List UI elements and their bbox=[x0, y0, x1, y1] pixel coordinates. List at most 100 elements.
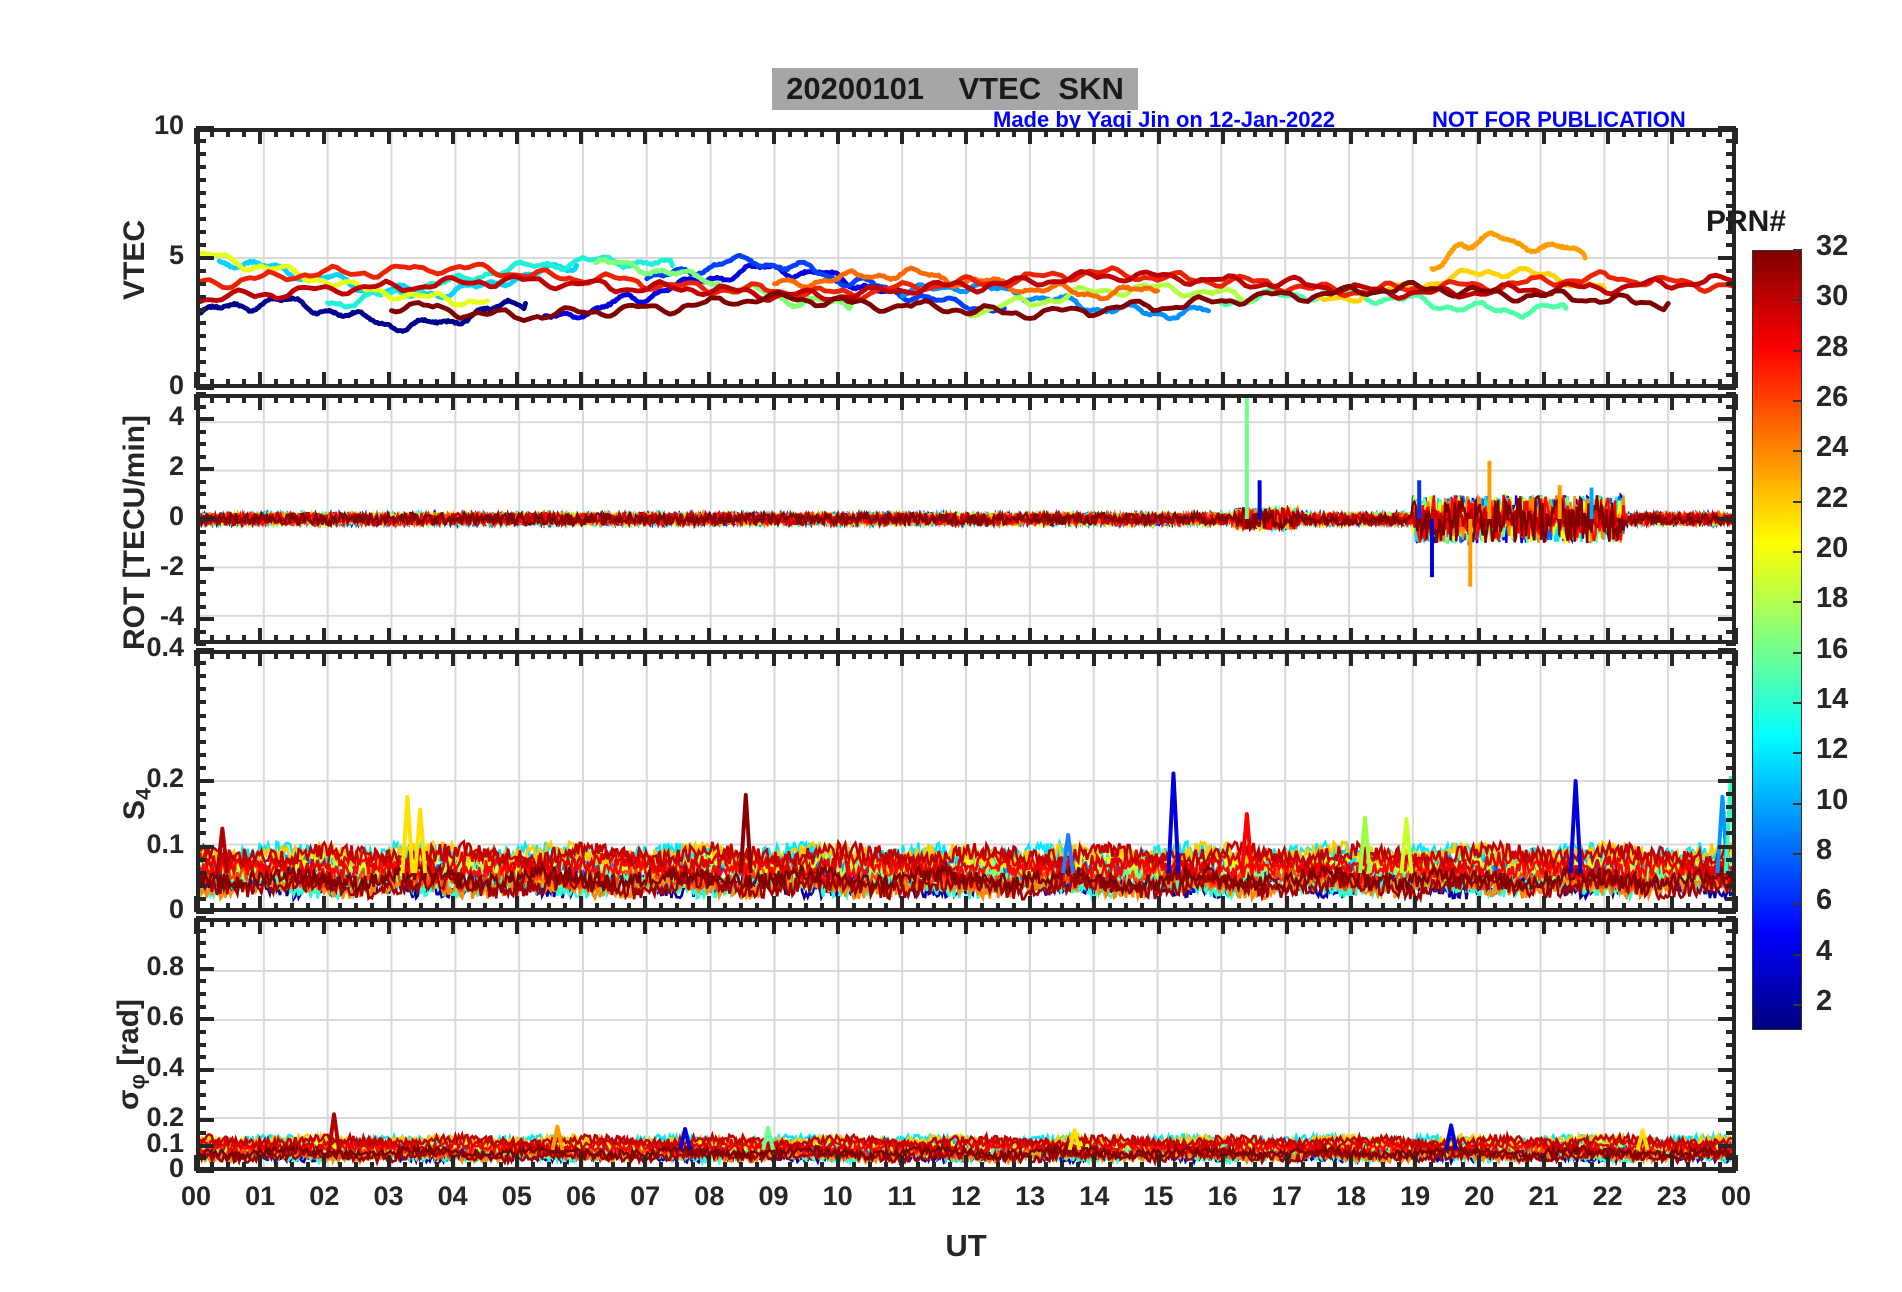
xtick-top bbox=[964, 128, 968, 144]
x-tick-label: 04 bbox=[437, 1181, 468, 1211]
xtick-top bbox=[803, 918, 808, 927]
xtick-top bbox=[1236, 394, 1241, 403]
xtick-bottom bbox=[787, 379, 792, 388]
xtick-top bbox=[1429, 128, 1434, 137]
xtick-bottom bbox=[579, 1155, 583, 1171]
xtick-top bbox=[1397, 918, 1402, 927]
xtick-bottom bbox=[418, 635, 423, 644]
xtick-bottom bbox=[1316, 379, 1321, 388]
xtick-bottom bbox=[1060, 1162, 1065, 1171]
xtick-bottom bbox=[1701, 903, 1706, 912]
xtick-top bbox=[386, 128, 391, 144]
xtick-bottom bbox=[1445, 903, 1450, 912]
xtick-top bbox=[691, 394, 696, 403]
xtick-top bbox=[1541, 918, 1546, 934]
ytick-left bbox=[196, 1055, 206, 1060]
xtick-bottom bbox=[290, 1162, 295, 1171]
xtick-bottom bbox=[386, 628, 391, 644]
xtick-top bbox=[1300, 394, 1305, 403]
x-tick-label: 03 bbox=[373, 1181, 404, 1211]
ytick-right bbox=[1726, 282, 1736, 286]
xtick-bottom bbox=[1300, 903, 1305, 912]
xtick-bottom bbox=[851, 1162, 856, 1171]
colorbar-tick-label: 22 bbox=[1816, 481, 1849, 514]
xtick-top bbox=[290, 394, 295, 403]
ytick-right bbox=[1726, 726, 1736, 731]
xtick-bottom bbox=[787, 635, 792, 644]
xtick-top bbox=[370, 128, 375, 137]
x-tick-label: 10 bbox=[822, 1181, 853, 1211]
xtick-top bbox=[338, 394, 343, 403]
ytick-right bbox=[1726, 1131, 1736, 1136]
ytick-right bbox=[1726, 991, 1736, 996]
xtick-bottom bbox=[226, 379, 231, 388]
xtick-bottom bbox=[434, 379, 439, 388]
ytick-right bbox=[1726, 230, 1736, 234]
xtick-bottom bbox=[771, 372, 776, 388]
xtick-bottom bbox=[354, 903, 359, 912]
xtick-top bbox=[931, 128, 936, 137]
ytick-right bbox=[1718, 417, 1736, 421]
xtick-bottom bbox=[402, 903, 407, 912]
ytick-left bbox=[196, 870, 206, 875]
ytick-left bbox=[196, 928, 206, 933]
xtick-top bbox=[1076, 918, 1081, 927]
xtick-bottom bbox=[1509, 379, 1514, 388]
xtick-bottom bbox=[1621, 1162, 1626, 1171]
y-tick-label: 0 bbox=[168, 370, 184, 400]
ytick-right bbox=[1726, 592, 1736, 596]
ytick-right bbox=[1726, 479, 1736, 484]
xtick-bottom bbox=[546, 379, 551, 388]
ytick-left bbox=[196, 579, 206, 584]
ytick-right bbox=[1726, 269, 1736, 273]
xtick-top bbox=[1124, 128, 1129, 137]
ytick-left bbox=[196, 642, 206, 646]
ytick-right bbox=[1726, 504, 1736, 509]
xtick-bottom bbox=[1413, 372, 1418, 388]
xtick-top bbox=[242, 128, 247, 137]
ytick-left bbox=[196, 896, 206, 901]
xtick-bottom bbox=[1172, 635, 1177, 644]
xtick-bottom bbox=[1589, 379, 1594, 388]
xtick-bottom bbox=[1365, 635, 1370, 644]
xtick-top bbox=[1012, 650, 1017, 659]
ytick-right bbox=[1726, 295, 1736, 299]
xtick-top bbox=[980, 918, 985, 927]
xtick-bottom bbox=[1220, 1155, 1225, 1171]
xtick-top bbox=[691, 650, 696, 659]
xtick-bottom bbox=[803, 379, 808, 388]
xtick-bottom bbox=[1076, 379, 1081, 388]
xtick-bottom bbox=[1012, 635, 1017, 644]
ytick-right bbox=[1726, 392, 1736, 396]
xtick-top bbox=[675, 394, 680, 403]
x-tick-label: 01 bbox=[245, 1181, 276, 1211]
xtick-bottom bbox=[819, 379, 824, 388]
xtick-top bbox=[707, 918, 712, 934]
ytick-left bbox=[196, 941, 206, 946]
xtick-top bbox=[1461, 394, 1466, 403]
xtick-bottom bbox=[755, 903, 760, 912]
xtick-top bbox=[1076, 128, 1081, 137]
xtick-bottom bbox=[450, 1155, 455, 1171]
xtick-top bbox=[915, 394, 920, 403]
xtick-top bbox=[627, 918, 632, 927]
xtick-top bbox=[354, 394, 359, 403]
xtick-bottom bbox=[996, 903, 1001, 912]
xtick-bottom bbox=[915, 1162, 920, 1171]
ytick-left bbox=[196, 204, 206, 208]
xtick-bottom bbox=[755, 635, 760, 644]
ytick-right bbox=[1718, 844, 1736, 849]
xtick-bottom bbox=[1461, 1162, 1466, 1171]
y-tick-label: 0 bbox=[168, 894, 184, 924]
xtick-bottom bbox=[1268, 1162, 1273, 1171]
xtick-top bbox=[1349, 128, 1353, 144]
xtick-top bbox=[1477, 918, 1482, 934]
xtick-top bbox=[1621, 918, 1626, 927]
xtick-top bbox=[659, 394, 664, 403]
xtick-bottom bbox=[1365, 379, 1370, 388]
xtick-bottom bbox=[482, 903, 487, 912]
xtick-bottom bbox=[530, 1162, 535, 1171]
xtick-bottom bbox=[482, 1162, 487, 1171]
xtick-bottom bbox=[1108, 379, 1113, 388]
xtick-top bbox=[498, 394, 503, 403]
